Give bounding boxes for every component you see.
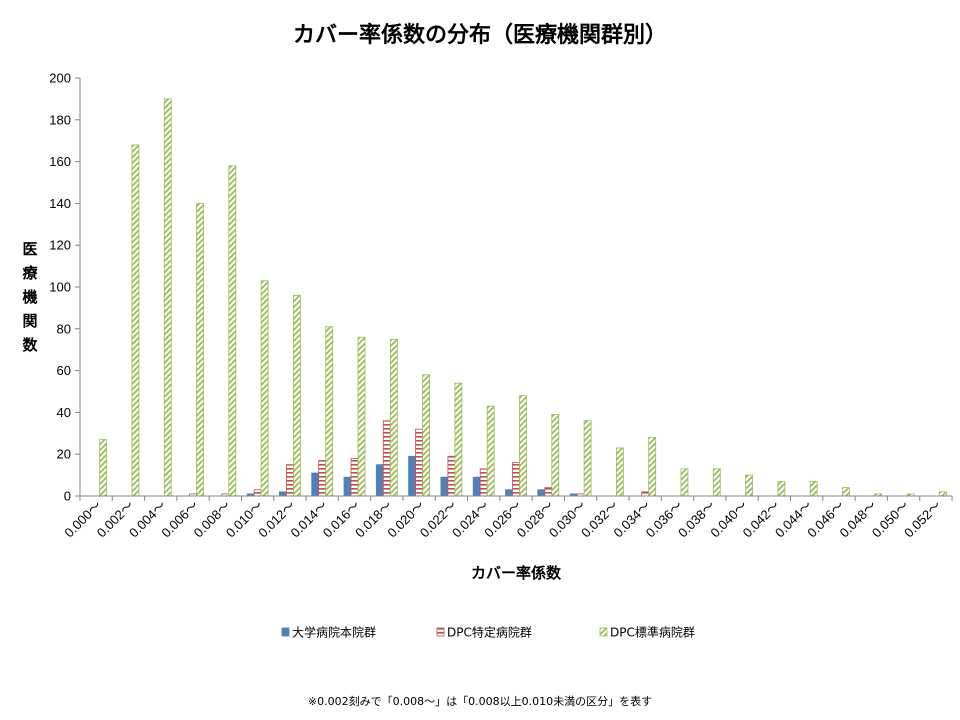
y-tick-label: 100 bbox=[49, 280, 71, 295]
bar-dpc-specific bbox=[253, 489, 262, 497]
bar-dpc-standard bbox=[809, 480, 818, 497]
bar-dpc-standard bbox=[745, 474, 753, 497]
x-tick-label: 0.052～ bbox=[901, 498, 944, 541]
bar-dpc-specific bbox=[512, 462, 520, 497]
bar-university bbox=[472, 476, 481, 497]
bar-dpc-standard bbox=[648, 437, 657, 497]
y-tick-label: 200 bbox=[49, 71, 71, 86]
y-axis-title-char: 関 bbox=[22, 312, 37, 330]
legend-label: 大学病院本院群 bbox=[292, 625, 376, 640]
bar-dpc-standard bbox=[519, 395, 527, 497]
y-axis-title-char: 医 bbox=[22, 240, 37, 258]
bar-dpc-standard bbox=[551, 414, 560, 497]
bar-university bbox=[505, 489, 513, 497]
bar-dpc-standard bbox=[325, 326, 334, 497]
bar-dpc-standard bbox=[777, 480, 786, 497]
bar-dpc-standard bbox=[454, 382, 463, 497]
bar-dpc-standard bbox=[357, 336, 366, 497]
bar-dpc-standard bbox=[938, 491, 947, 497]
y-axis-title-char: 療 bbox=[22, 264, 38, 282]
legend-label: DPC特定病院群 bbox=[447, 625, 532, 640]
bar-university bbox=[279, 491, 287, 497]
y-tick-label: 60 bbox=[57, 363, 71, 378]
bar-dpc-specific bbox=[447, 455, 456, 497]
bar-dpc-standard bbox=[293, 294, 301, 497]
bar-dpc-standard bbox=[389, 338, 398, 497]
legend-swatch bbox=[281, 627, 290, 637]
x-axis-ticks: 0.000～0.002～0.004～0.006～0.008～0.010～0.01… bbox=[61, 496, 953, 541]
y-tick-label: 80 bbox=[57, 321, 71, 336]
bar-dpc-specific bbox=[286, 464, 294, 497]
y-tick-label: 20 bbox=[57, 447, 71, 462]
y-tick-label: 40 bbox=[57, 405, 71, 420]
bar-dpc-specific bbox=[544, 487, 553, 497]
bar-dpc-specific bbox=[350, 457, 359, 497]
footnote: ※0.002刻みで「0.008～」は「0.008以上0.010未満の区分」を表す bbox=[308, 694, 652, 708]
y-tick-label: 160 bbox=[49, 154, 71, 169]
y-tick-label: 140 bbox=[49, 196, 71, 211]
bars bbox=[99, 98, 947, 497]
bar-dpc-standard bbox=[712, 468, 721, 497]
bar-dpc-standard bbox=[422, 374, 431, 497]
legend-swatch bbox=[436, 627, 445, 637]
bar-dpc-standard bbox=[131, 144, 140, 497]
bar-university bbox=[311, 472, 320, 497]
bar-dpc-specific bbox=[382, 420, 391, 497]
bar-dpc-standard bbox=[228, 165, 237, 497]
x-axis-title: カバー率係数 bbox=[471, 564, 562, 582]
y-tick-label: 0 bbox=[64, 489, 71, 504]
bar-dpc-specific bbox=[318, 460, 327, 497]
bar-dpc-standard bbox=[680, 468, 689, 497]
legend-label: DPC標準病院群 bbox=[610, 625, 695, 640]
bar-dpc-standard bbox=[842, 487, 850, 497]
bar-dpc-standard bbox=[163, 98, 172, 497]
y-axis-ticks: 0 20 40 60 80 100 120 140 160 180 200 bbox=[49, 71, 80, 504]
bar-dpc-standard bbox=[583, 420, 592, 497]
legend-swatch bbox=[599, 627, 608, 637]
y-tick-label: 120 bbox=[49, 238, 71, 253]
bar-university bbox=[440, 476, 449, 497]
chart-title: カバー率係数の分布（医療機関群別） bbox=[293, 22, 667, 48]
bar-dpc-specific bbox=[479, 468, 488, 497]
bar-dpc-standard bbox=[615, 447, 624, 497]
bar-dpc-standard bbox=[486, 405, 495, 497]
bar-dpc-standard bbox=[196, 202, 204, 497]
bar-university bbox=[343, 476, 352, 497]
bar-university bbox=[375, 464, 384, 497]
bar-university bbox=[537, 489, 546, 497]
y-axis-title-char: 数 bbox=[22, 336, 38, 354]
bar-dpc-specific bbox=[641, 491, 650, 497]
bar-dpc-standard bbox=[260, 280, 269, 497]
y-tick-label: 180 bbox=[49, 112, 71, 127]
bar-dpc-specific bbox=[415, 428, 424, 497]
bar-university bbox=[408, 455, 417, 497]
bar-dpc-standard bbox=[99, 439, 108, 497]
legend: 大学病院本院群 DPC特定病院群 DPC標準病院群 bbox=[281, 625, 695, 640]
y-axis-title-char: 機 bbox=[22, 288, 37, 306]
